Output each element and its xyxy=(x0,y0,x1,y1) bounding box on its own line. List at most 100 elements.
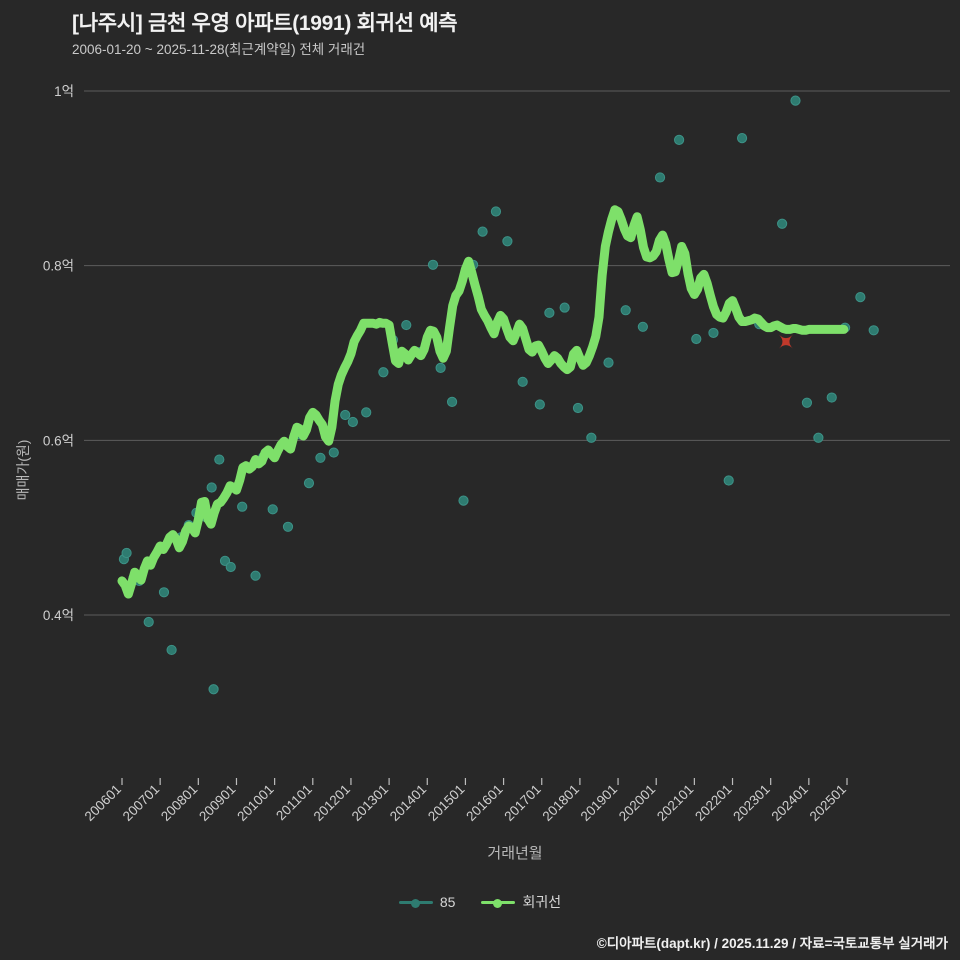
scatter-point xyxy=(446,396,458,408)
scatter-point xyxy=(294,429,305,440)
scatter-point xyxy=(586,432,597,443)
scatter-point xyxy=(347,416,358,428)
scatter-point xyxy=(237,501,248,512)
scatter-point xyxy=(250,570,261,581)
scatter-point xyxy=(708,327,719,339)
x-tick-label: 200901 xyxy=(196,782,238,824)
scatter-point xyxy=(282,521,294,532)
scatter-point xyxy=(855,292,866,303)
legend-label-85: 85 xyxy=(439,894,456,910)
y-tick-label: 0.4억 xyxy=(43,608,74,623)
scatter-point xyxy=(801,397,813,408)
regression-line xyxy=(117,205,849,599)
legend-item-85[interactable]: 85 xyxy=(398,894,456,910)
x-tick-label: 202401 xyxy=(768,782,810,824)
scatter-point xyxy=(477,226,488,237)
gridlines xyxy=(84,90,950,616)
scatter-point xyxy=(200,512,212,523)
scatter-point xyxy=(219,555,231,566)
scatter-point xyxy=(225,561,236,573)
page-title: [나주시] 금천 우영 아파트(1991) 회귀선 예측 xyxy=(72,12,458,35)
legend-item-regression[interactable]: 회귀선 xyxy=(481,892,561,912)
scatter-point xyxy=(158,587,170,598)
x-tick-label: 202001 xyxy=(616,782,658,824)
x-tick-label: 201901 xyxy=(578,782,620,824)
x-tick-label: 201501 xyxy=(425,782,467,824)
scatter-point xyxy=(435,362,446,373)
x-tick-label: 201701 xyxy=(501,782,543,824)
scatter-point xyxy=(183,519,194,531)
x-tick-label: 201801 xyxy=(540,782,582,824)
scatter-point xyxy=(340,409,351,421)
scatter-point xyxy=(206,482,217,493)
legend-label-regression: 회귀선 xyxy=(522,894,562,910)
x-tick-label: 202201 xyxy=(692,782,734,824)
scatter-point xyxy=(723,475,734,486)
x-tick-label: 200801 xyxy=(158,782,200,824)
scatter-point xyxy=(134,575,145,587)
scatter-point xyxy=(401,319,412,331)
scatter-point xyxy=(208,684,219,695)
y-axis-label: 매매가(원) xyxy=(15,440,31,501)
y-tick-labels: 1억 0.8억 0.6억 0.4억 xyxy=(43,84,74,623)
scatter-point xyxy=(620,305,631,316)
scatter-point xyxy=(414,347,425,358)
scatter-point xyxy=(328,447,339,458)
scatter-point xyxy=(361,407,372,418)
scatter-point xyxy=(118,554,130,565)
x-axis-label: 거래년월 xyxy=(487,845,542,862)
scatter-point xyxy=(559,302,570,313)
scatter-point xyxy=(674,134,685,146)
scatter-point xyxy=(191,507,202,518)
scatter-point xyxy=(868,325,879,336)
scatter-point xyxy=(826,392,837,403)
scatter-point xyxy=(517,376,528,387)
scatter-point xyxy=(603,357,614,368)
scatter-point xyxy=(502,236,513,247)
scatter-point xyxy=(458,495,469,506)
x-tick-label: 201201 xyxy=(311,782,353,824)
x-tick-label: 201601 xyxy=(463,782,505,824)
scatter-point xyxy=(777,218,788,229)
y-tick-label: 0.8억 xyxy=(43,259,74,274)
x-tick-label: 200701 xyxy=(120,782,162,824)
scatter-point xyxy=(790,95,801,106)
x-tick-marks xyxy=(121,778,848,785)
scatter-point xyxy=(467,259,479,270)
scatter-point xyxy=(544,307,555,318)
scatter-point xyxy=(176,532,187,543)
x-marker xyxy=(778,334,793,349)
scatter-point xyxy=(267,504,278,515)
last-trade-x-marker xyxy=(778,334,793,349)
scatter-point xyxy=(839,322,851,333)
scatter-points xyxy=(118,95,879,695)
chart-subtitle: 2006-01-20 ~ 2025-11-28(최근계약일) 전체 거래건 xyxy=(72,42,366,57)
scatter-point xyxy=(654,172,666,183)
scatter-point xyxy=(315,452,326,463)
chart-header: [나주시] 금천 우영 아파트(1991) 회귀선 예측 2006-01-20 … xyxy=(72,10,932,61)
x-tick-label: 201401 xyxy=(387,782,429,824)
legend-swatch-regression xyxy=(481,895,516,909)
scatter-point xyxy=(637,321,648,332)
x-tick-label: 202301 xyxy=(730,782,772,824)
x-tick-label: 202101 xyxy=(654,782,696,824)
scatter-point xyxy=(128,573,139,584)
scatter-point xyxy=(691,333,702,345)
chart-legend: 85 회귀선 xyxy=(0,892,960,912)
scatter-point xyxy=(427,259,439,270)
y-tick-label: 0.6억 xyxy=(43,433,74,448)
footer-credit: ©디아파트(dapt.kr) / 2025.11.29 / 자료=국토교통부 실… xyxy=(596,936,948,951)
scatter-point xyxy=(736,133,748,144)
scatter-point xyxy=(258,451,269,463)
scatter-point xyxy=(143,616,154,628)
legend-swatch-85 xyxy=(398,895,433,909)
x-tick-label: 201301 xyxy=(349,782,391,824)
scatter-point xyxy=(378,367,389,378)
scatter-point xyxy=(166,644,177,656)
y-tick-label: 1억 xyxy=(54,84,74,99)
x-tick-label: 201101 xyxy=(273,782,315,824)
scatter-point xyxy=(387,334,399,345)
